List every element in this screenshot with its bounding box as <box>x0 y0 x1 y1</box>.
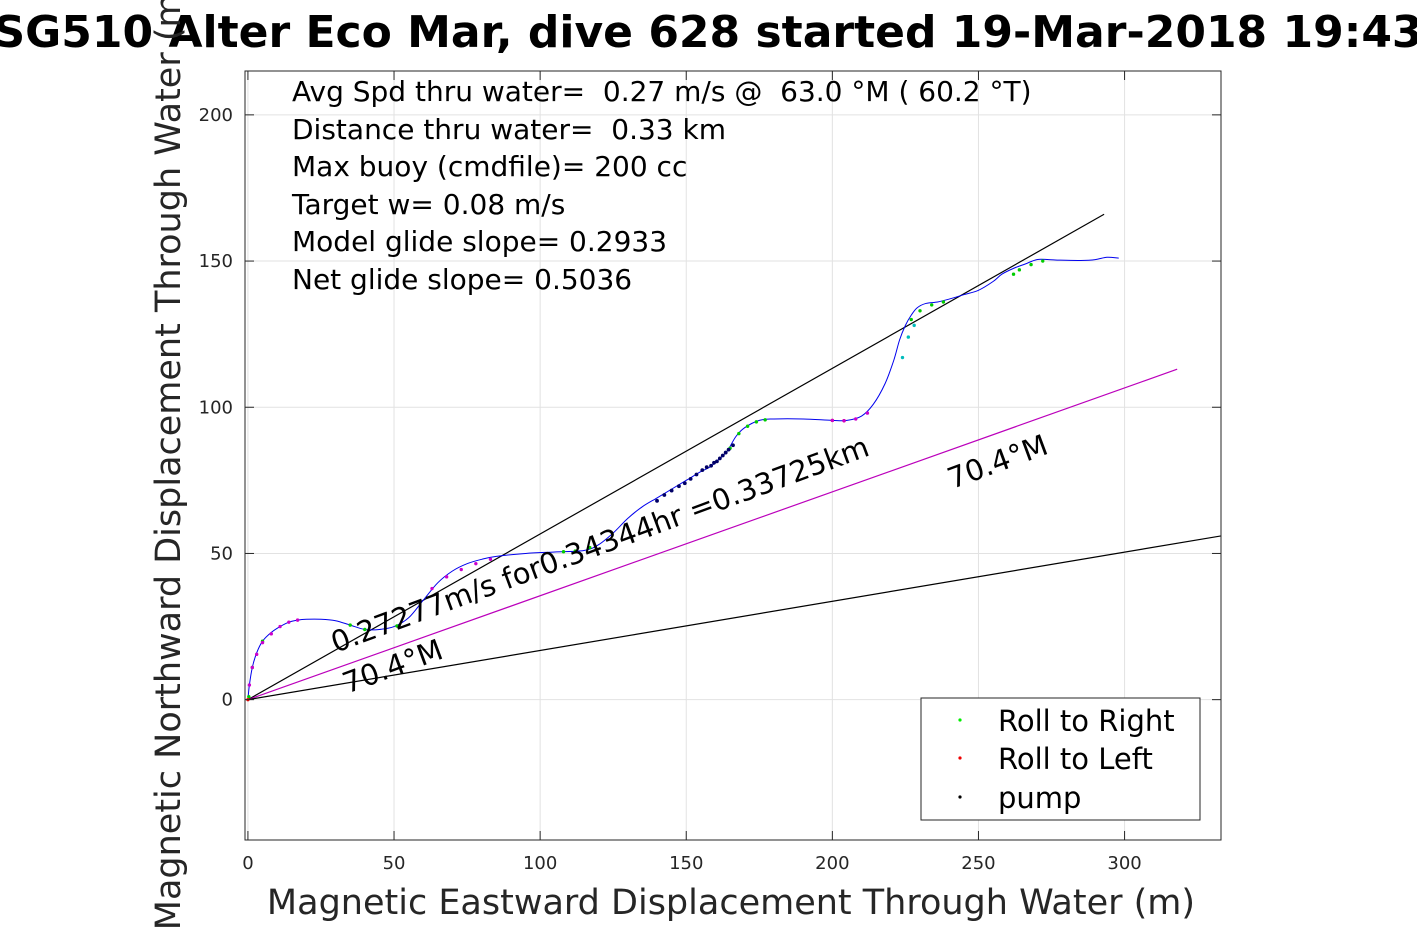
marker-cyan <box>912 323 916 328</box>
dive-track <box>247 256 1119 700</box>
x-tick-label: 100 <box>523 853 557 874</box>
stat-max-buoy: Max buoy (cmdfile)= 200 cc <box>292 150 687 183</box>
marker-green <box>363 627 367 632</box>
marker-green <box>247 695 251 699</box>
marker-green <box>561 549 566 554</box>
marker-magenta <box>459 567 463 572</box>
axis-ticks: 0 50 100 150 200 250 300 0 50 100 150 200 <box>199 71 1221 874</box>
stat-avg-speed: Avg Spd thru water= 0.27 m/s @ 63.0 °M (… <box>292 75 1032 108</box>
legend-label-pump: pump <box>998 781 1081 815</box>
marker-magenta <box>488 557 493 562</box>
chart-title: SG510 Alter Eco Mar, dive 628 started 19… <box>0 7 1417 58</box>
plot-frame <box>244 70 1222 841</box>
marker-pump <box>669 488 674 493</box>
marker-pump <box>709 463 713 468</box>
marker-magenta <box>830 418 835 423</box>
marker-pump <box>723 450 728 455</box>
marker-pump <box>720 453 725 458</box>
track-line <box>247 256 1119 700</box>
marker-magenta <box>430 586 434 591</box>
marker-magenta <box>260 640 265 645</box>
marker-green <box>918 309 922 313</box>
marker-magenta <box>250 665 255 670</box>
marker-magenta <box>474 561 478 566</box>
x-tick-label: 50 <box>383 853 406 874</box>
marker-magenta <box>842 419 846 423</box>
legend-marker-pump <box>958 795 962 799</box>
x-tick-label: 150 <box>669 853 703 874</box>
marker-pump <box>704 465 709 470</box>
marker-green <box>1011 272 1016 276</box>
marker-pump <box>662 493 667 497</box>
legend-marker-roll-right <box>958 718 962 722</box>
x-tick-label: 0 <box>242 853 253 874</box>
y-tick-label: 200 <box>199 105 233 126</box>
marker-magenta <box>269 632 273 636</box>
marker-pump <box>677 484 681 489</box>
marker-pump <box>726 447 731 452</box>
legend-label-roll-right: Roll to Right <box>998 704 1175 738</box>
marker-green <box>941 300 946 304</box>
marker-magenta <box>854 417 858 421</box>
marker-pump <box>682 481 687 486</box>
y-axis-label: Magnetic Northward Displacement Through … <box>149 0 189 930</box>
marker-green <box>1041 259 1045 263</box>
marker-green <box>348 623 352 627</box>
legend: Roll to Right Roll to Left pump <box>920 697 1201 821</box>
grid <box>245 71 1221 840</box>
y-tick-label: 150 <box>199 251 233 272</box>
reference-line-lower <box>247 535 1221 701</box>
legend-marker-roll-left <box>958 756 962 760</box>
marker-magenta <box>865 411 870 415</box>
marker-pump <box>717 456 722 461</box>
marker-green <box>1017 268 1022 272</box>
y-tick-label: 0 <box>222 690 233 711</box>
marker-cyan <box>906 335 911 339</box>
stat-model-glide-slope: Model glide slope= 0.2933 <box>292 225 667 258</box>
legend-box <box>920 697 1201 821</box>
stat-net-glide-slope: Net glide slope= 0.5036 <box>292 263 632 296</box>
marker-pump <box>694 472 699 477</box>
marker-pump <box>655 498 659 503</box>
marker-pump <box>712 460 716 465</box>
x-tick-label: 250 <box>961 853 995 874</box>
marker-magenta <box>278 624 282 629</box>
x-tick-label: 200 <box>815 853 849 874</box>
marker-green <box>763 418 767 422</box>
track-markers <box>246 259 1045 702</box>
marker-magenta <box>295 618 300 622</box>
x-tick-label: 300 <box>1107 853 1141 874</box>
marker-green <box>573 549 577 553</box>
legend-label-roll-left: Roll to Left <box>998 742 1153 776</box>
marker-magenta <box>287 620 291 624</box>
marker-cyan <box>900 355 905 360</box>
marker-green <box>588 545 592 550</box>
stats-block: Avg Spd thru water= 0.27 m/s @ 63.0 °M (… <box>291 75 1032 296</box>
stat-distance: Distance thru water= 0.33 km <box>292 113 726 146</box>
y-tick-label: 100 <box>199 397 233 418</box>
marker-magenta <box>247 683 252 687</box>
marker-pump <box>688 476 693 481</box>
marker-pump <box>731 443 735 448</box>
marker-green <box>1029 262 1033 267</box>
marker-green <box>909 317 913 322</box>
marker-green <box>745 424 750 428</box>
marker-green <box>737 431 741 436</box>
stat-target-w: Target w= 0.08 m/s <box>291 188 565 221</box>
marker-green <box>930 303 934 307</box>
marker-pump <box>715 459 719 464</box>
x-axis-label: Magnetic Eastward Displacement Through W… <box>267 883 1195 923</box>
reference-line-heading <box>247 368 1178 701</box>
marker-magenta <box>444 575 449 579</box>
y-tick-label: 50 <box>210 543 233 564</box>
marker-green <box>754 420 759 424</box>
marker-magenta <box>254 652 259 657</box>
marker-green <box>395 624 399 628</box>
marker-pump <box>700 468 705 473</box>
